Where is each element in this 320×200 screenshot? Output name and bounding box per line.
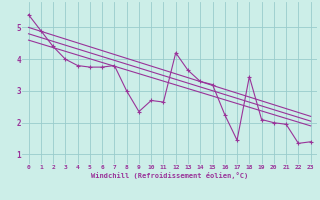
X-axis label: Windchill (Refroidissement éolien,°C): Windchill (Refroidissement éolien,°C) [91, 172, 248, 179]
